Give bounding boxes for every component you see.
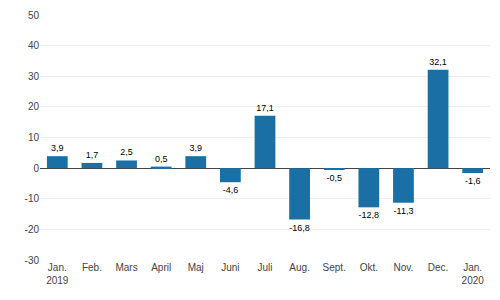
svg-text:50: 50 [28,10,40,21]
svg-text:Aug.: Aug. [289,262,310,273]
svg-text:Jan.2019: Jan.2019 [46,262,69,286]
svg-text:Juli: Juli [257,262,272,273]
svg-text:-16,8: -16,8 [289,223,310,233]
svg-text:-30: -30 [25,255,40,266]
svg-text:Jan.2020: Jan.2020 [462,262,485,286]
svg-text:40: 40 [28,40,40,51]
svg-text:3,9: 3,9 [51,143,64,153]
svg-text:20: 20 [28,101,40,112]
svg-text:Sept.: Sept. [323,262,346,273]
svg-text:-20: -20 [25,224,40,235]
svg-text:-1,6: -1,6 [465,176,481,186]
svg-text:Feb.: Feb. [82,262,102,273]
svg-text:Okt.: Okt. [360,262,378,273]
svg-text:Maj: Maj [188,262,204,273]
svg-text:-0,5: -0,5 [326,173,342,183]
svg-text:0: 0 [33,163,39,174]
svg-text:10: 10 [28,132,40,143]
svg-text:2,5: 2,5 [120,147,133,157]
svg-text:30: 30 [28,71,40,82]
svg-text:Dec.: Dec. [428,262,449,273]
svg-text:0,5: 0,5 [155,154,168,164]
svg-text:17,1: 17,1 [256,103,274,113]
svg-text:April: April [151,262,171,273]
svg-text:32,1: 32,1 [429,57,447,67]
svg-text:-10: -10 [25,193,40,204]
svg-text:-12,8: -12,8 [359,210,380,220]
svg-text:3,9: 3,9 [190,143,203,153]
svg-text:Nov.: Nov. [394,262,414,273]
svg-text:-11,3: -11,3 [394,206,414,216]
svg-text:-4,6: -4,6 [223,185,239,195]
svg-text:Juni: Juni [221,262,239,273]
svg-text:1,7: 1,7 [86,150,99,160]
svg-text:Mars: Mars [115,262,137,273]
